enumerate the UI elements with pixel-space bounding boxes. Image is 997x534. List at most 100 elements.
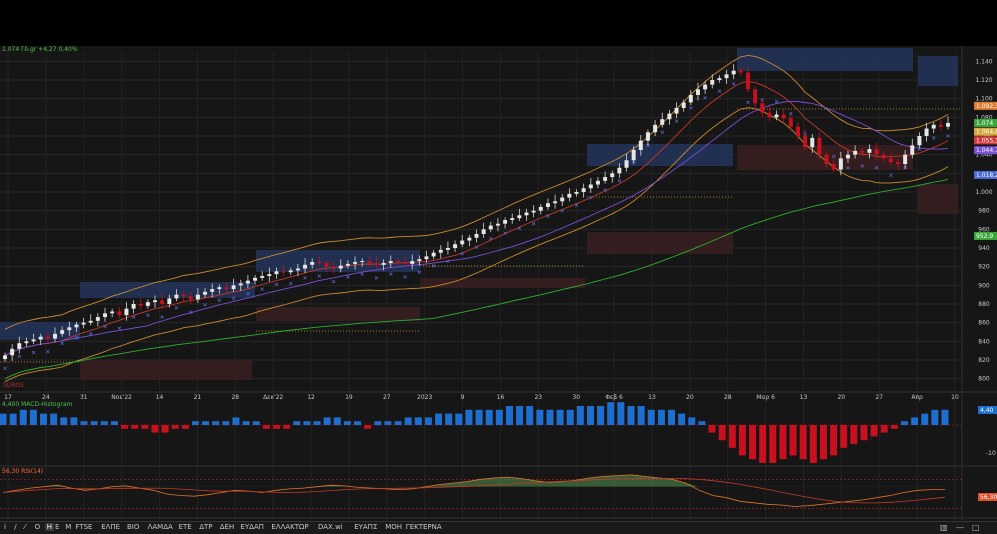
macd-bar bbox=[799, 425, 807, 460]
toolbar-item-μ[interactable]: Μ bbox=[65, 523, 72, 531]
y-axis-tick: 840 bbox=[978, 338, 990, 345]
macd-bar bbox=[171, 425, 179, 429]
candle bbox=[45, 336, 50, 339]
price-tag-label: 1.074 bbox=[976, 120, 993, 127]
macd-bar bbox=[505, 406, 513, 425]
candle bbox=[124, 308, 129, 316]
toolbar-item-dax.wi[interactable]: DAX.wi bbox=[318, 523, 343, 531]
candle bbox=[231, 285, 236, 290]
x-axis-label: 27 bbox=[383, 394, 391, 401]
candle bbox=[610, 173, 615, 178]
macd-bar bbox=[890, 425, 898, 429]
toolbar-item-ευδαπ[interactable]: ΕΥΔΑΠ bbox=[240, 523, 264, 531]
candle bbox=[317, 262, 322, 263]
macd-bar bbox=[313, 421, 321, 425]
macd-info-label: 4,400 MACD-Histogram bbox=[2, 401, 73, 408]
macd-bar bbox=[789, 425, 797, 456]
macd-bar bbox=[586, 406, 594, 425]
toolbar-item-δεη[interactable]: ΔΕΗ bbox=[219, 523, 235, 531]
y-axis-tick: 1.100 bbox=[975, 96, 992, 103]
macd-tag: 4,40 bbox=[980, 407, 994, 414]
price-tag-label: 1.044,75 bbox=[976, 147, 997, 154]
price-tag bbox=[974, 136, 997, 145]
toolbar-item-ετε[interactable]: ΕΤΕ bbox=[178, 523, 192, 531]
macd-bar bbox=[526, 406, 534, 425]
chart-bars-icon[interactable]: ▥ bbox=[940, 523, 948, 532]
macd-bar bbox=[759, 425, 767, 463]
candle bbox=[31, 339, 36, 342]
top-black-bar bbox=[0, 0, 997, 46]
candle bbox=[831, 164, 836, 170]
y-axis-tick: 940 bbox=[978, 245, 990, 252]
square-icon[interactable]: □ bbox=[972, 523, 980, 532]
toolbar-item-λαμδα[interactable]: ΛΑΜΔΑ bbox=[147, 523, 173, 531]
toolbar-item-ευαπς[interactable]: ΕΥΑΠΣ bbox=[354, 523, 378, 531]
grid-lines bbox=[0, 46, 997, 520]
macd-bar bbox=[151, 425, 159, 433]
candle bbox=[24, 341, 29, 344]
toolbar-item-ελλακτωρ[interactable]: ΕΛΛΑΚΤΩΡ bbox=[271, 523, 309, 531]
macd-bar bbox=[435, 413, 443, 425]
candle bbox=[503, 220, 508, 224]
macd-bar bbox=[161, 425, 169, 433]
macd-bar bbox=[576, 406, 584, 425]
macd-bar bbox=[840, 425, 848, 448]
candle bbox=[160, 300, 165, 304]
toolbar-item-i[interactable]: i bbox=[4, 523, 6, 531]
candle bbox=[903, 154, 908, 164]
candle bbox=[517, 215, 522, 219]
candle bbox=[638, 140, 643, 150]
candle bbox=[431, 252, 436, 257]
parabolic-sar-marks bbox=[3, 81, 950, 371]
candle bbox=[895, 162, 900, 164]
x-axis-label: 9 bbox=[461, 394, 465, 401]
toolbar-item-μοη[interactable]: ΜΟΗ bbox=[385, 523, 403, 531]
macd-bar bbox=[222, 421, 230, 425]
candle bbox=[153, 300, 158, 303]
macd-bar bbox=[708, 425, 716, 433]
toolbar-item-ελπε[interactable]: ΕΛΠΕ bbox=[101, 523, 121, 531]
candle bbox=[103, 313, 108, 318]
macd-bar bbox=[536, 409, 544, 425]
x-axis-label: Δεκ'22 bbox=[263, 394, 283, 401]
toolbar-item-ε[interactable]: Ε bbox=[55, 523, 60, 531]
price-tag-label: 1.018,27 bbox=[976, 172, 997, 179]
macd-tick: -10 bbox=[986, 450, 996, 457]
candle bbox=[810, 137, 815, 148]
macd-bar bbox=[242, 421, 250, 425]
toolbar-item-βιο[interactable]: ΒΙΟ bbox=[127, 523, 140, 531]
macd-bar bbox=[546, 409, 554, 425]
candle bbox=[445, 248, 450, 250]
candle bbox=[238, 283, 243, 286]
toolbar-item-ftse[interactable]: FTSE bbox=[75, 523, 93, 531]
macd-bar bbox=[141, 425, 149, 429]
toolbar-item-/[interactable]: / bbox=[14, 523, 17, 531]
y-axis-tick: 1.140 bbox=[975, 58, 992, 65]
toolbar-item-⁄[interactable]: ⁄ bbox=[24, 523, 26, 531]
macd-bar bbox=[252, 421, 260, 425]
price-tag bbox=[974, 231, 997, 240]
macd-bar bbox=[333, 417, 341, 425]
candle bbox=[10, 348, 15, 356]
candle bbox=[817, 137, 822, 155]
toolbar-item-ο[interactable]: Ο bbox=[34, 523, 41, 531]
macd-bar bbox=[728, 425, 736, 448]
toolbar-item-η[interactable]: Η bbox=[44, 523, 55, 531]
toolbar-item-γεκτερνα[interactable]: ΓΕΚΤΕΡΝΑ bbox=[405, 523, 442, 531]
axes: 1.1401.1201.1001.0801.0601.0401.0201.000… bbox=[4, 58, 997, 501]
candle bbox=[303, 264, 308, 269]
candle bbox=[117, 311, 122, 316]
candle bbox=[924, 128, 929, 136]
macd-bar bbox=[202, 421, 210, 425]
candle bbox=[424, 256, 429, 260]
toolbar-item-δτρ[interactable]: ΔΤΡ bbox=[199, 523, 213, 531]
candle bbox=[560, 197, 565, 202]
candle bbox=[624, 160, 629, 168]
candle bbox=[524, 212, 529, 216]
candle bbox=[310, 262, 315, 265]
candle bbox=[331, 266, 336, 269]
candle bbox=[724, 74, 729, 79]
minus-icon[interactable]: — bbox=[956, 523, 964, 532]
macd-bar bbox=[212, 421, 220, 425]
